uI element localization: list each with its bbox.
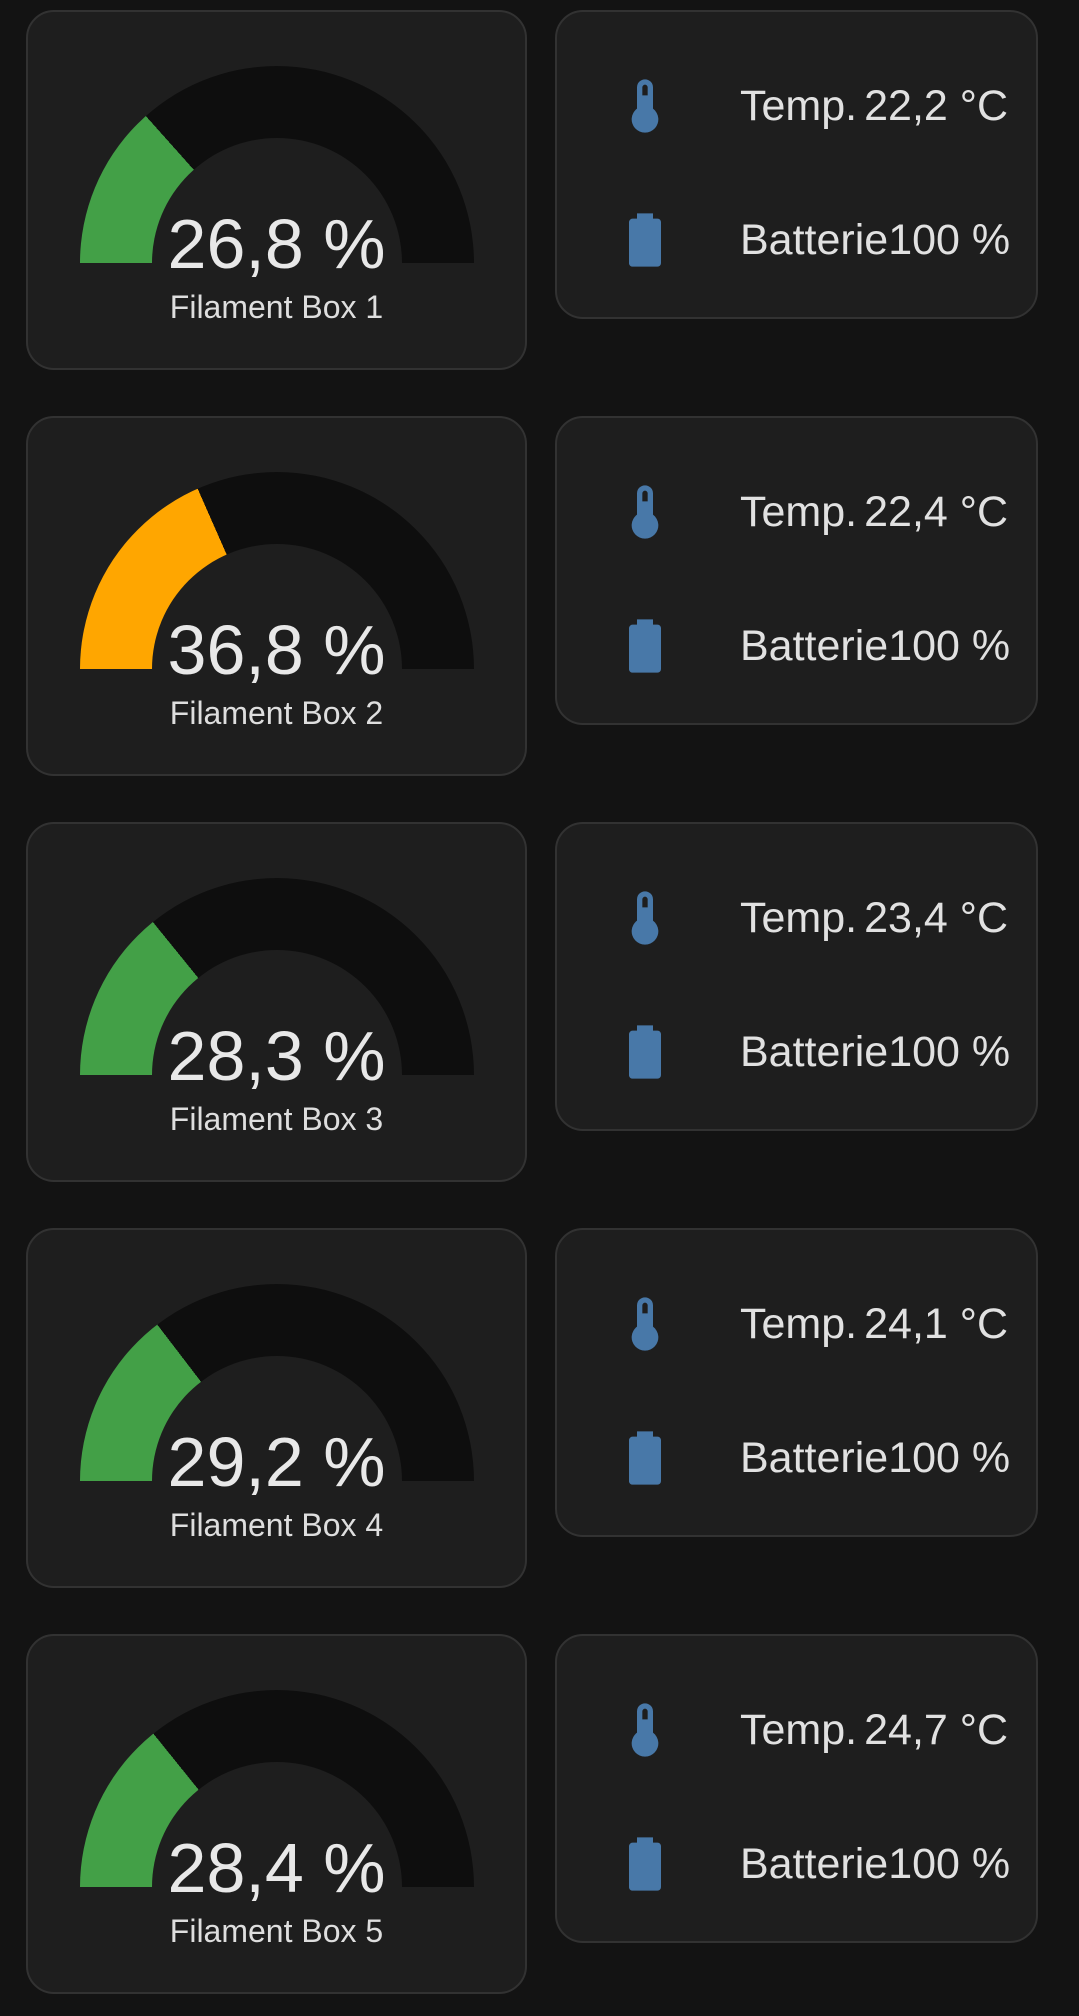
battery-row[interactable]: Batterie 100 % (613, 1398, 1011, 1518)
sensor-value: 24,1 °C (864, 1299, 1008, 1348)
thermometer-icon (613, 1698, 677, 1762)
sensor-value: 100 % (888, 215, 1011, 264)
sensor-value: 100 % (888, 1433, 1011, 1482)
sensor-label: Temp. (740, 1299, 858, 1348)
sensor-card-filament-box-4: Temp. 24,1 °C Batterie 100 % (555, 1228, 1038, 1537)
sensor-label: Batterie (740, 1839, 889, 1888)
humidity-gauge: 26,8 % (79, 66, 474, 279)
gauge-value: 36,8 % (167, 611, 386, 689)
gauge-title: Filament Box 1 (169, 289, 384, 325)
temperature-row[interactable]: Temp. 24,1 °C (613, 1264, 1008, 1384)
sensor-card-filament-box-5: Temp. 24,7 °C Batterie 100 % (555, 1634, 1038, 1943)
thermometer-icon (613, 74, 677, 138)
sensor-label: Batterie (740, 621, 889, 670)
sensor-label: Batterie (740, 1433, 889, 1482)
sensor-label: Temp. (740, 487, 858, 536)
battery-icon (613, 1832, 677, 1896)
thermometer-icon (613, 480, 677, 544)
battery-icon (613, 1020, 677, 1084)
battery-row[interactable]: Batterie 100 % (613, 992, 1011, 1112)
humidity-gauge: 29,2 % (79, 1284, 474, 1497)
gauge-title: Filament Box 3 (169, 1101, 384, 1137)
gauge-title: Filament Box 4 (169, 1507, 384, 1543)
sensor-value: 23,4 °C (864, 893, 1008, 942)
sensor-value: 22,2 °C (864, 81, 1008, 130)
sensor-card-filament-box-3: Temp. 23,4 °C Batterie 100 % (555, 822, 1038, 1131)
thermometer-icon (613, 1292, 677, 1356)
battery-icon (613, 1426, 677, 1490)
gauge-value: 29,2 % (167, 1423, 386, 1501)
sensor-value: 100 % (888, 1839, 1011, 1888)
gauge-card-filament-box-5[interactable]: 28,4 % Filament Box 5 (26, 1634, 527, 1994)
battery-row[interactable]: Batterie 100 % (613, 1804, 1011, 1924)
gauge-card-filament-box-3[interactable]: 28,3 % Filament Box 3 (26, 822, 527, 1182)
sensor-label: Temp. (740, 1705, 858, 1754)
temperature-row[interactable]: Temp. 22,4 °C (613, 452, 1008, 572)
sensor-card-filament-box-2: Temp. 22,4 °C Batterie 100 % (555, 416, 1038, 725)
battery-row[interactable]: Batterie 100 % (613, 586, 1011, 706)
gauge-title: Filament Box 2 (169, 695, 384, 731)
sensor-value: 100 % (888, 1027, 1011, 1076)
temperature-row[interactable]: Temp. 23,4 °C (613, 858, 1008, 978)
thermometer-icon (613, 886, 677, 950)
gauge-card-filament-box-4[interactable]: 29,2 % Filament Box 4 (26, 1228, 527, 1588)
humidity-gauge: 28,4 % (79, 1690, 474, 1903)
gauge-value: 28,4 % (167, 1829, 386, 1907)
sensor-value: 24,7 °C (864, 1705, 1008, 1754)
temperature-row[interactable]: Temp. 24,7 °C (613, 1670, 1008, 1790)
battery-row[interactable]: Batterie 100 % (613, 180, 1011, 300)
battery-icon (613, 614, 677, 678)
humidity-gauge: 28,3 % (79, 878, 474, 1091)
gauge-title: Filament Box 5 (169, 1913, 384, 1949)
sensor-label: Batterie (740, 215, 889, 264)
sensor-label: Temp. (740, 893, 858, 942)
gauge-card-filament-box-2[interactable]: 36,8 % Filament Box 2 (26, 416, 527, 776)
gauge-card-filament-box-1[interactable]: 26,8 % Filament Box 1 (26, 10, 527, 370)
sensor-label: Batterie (740, 1027, 889, 1076)
sensor-value: 100 % (888, 621, 1011, 670)
temperature-row[interactable]: Temp. 22,2 °C (613, 46, 1008, 166)
sensor-value: 22,4 °C (864, 487, 1008, 536)
battery-icon (613, 208, 677, 272)
sensor-card-filament-box-1: Temp. 22,2 °C Batterie 100 % (555, 10, 1038, 319)
gauge-value: 28,3 % (167, 1017, 386, 1095)
sensor-label: Temp. (740, 81, 858, 130)
humidity-gauge: 36,8 % (79, 472, 474, 685)
gauge-value: 26,8 % (167, 205, 386, 283)
